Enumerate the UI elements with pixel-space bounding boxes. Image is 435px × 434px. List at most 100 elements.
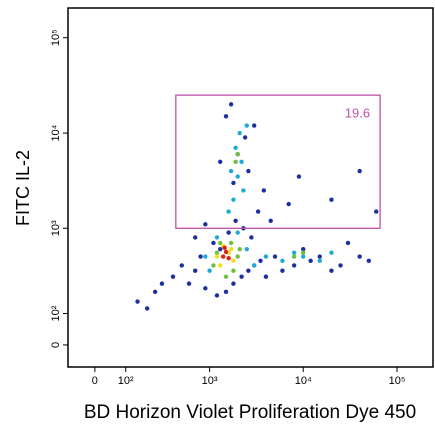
event-dot (235, 152, 240, 157)
event-dot (357, 168, 362, 174)
event-dot (203, 286, 208, 291)
event-dot (218, 240, 223, 246)
event-dot (214, 250, 220, 255)
y-tick-label: 10⁴ (50, 124, 62, 141)
event-dot (237, 130, 242, 136)
event-dot (231, 268, 236, 273)
event-dot (198, 254, 203, 259)
x-tick-label: 10³ (202, 375, 218, 387)
event-dot (231, 180, 236, 186)
event-dot (235, 174, 240, 179)
event-dot (249, 235, 254, 240)
event-dot (135, 299, 140, 304)
gate (175, 94, 381, 229)
event-dot (246, 168, 251, 174)
event-dot (179, 263, 184, 268)
event-dot (329, 250, 334, 255)
event-dot (242, 135, 248, 140)
event-dot (223, 274, 229, 279)
event-dot (252, 263, 257, 268)
event-dot (280, 268, 285, 273)
event-dot (301, 254, 306, 259)
event-dot (221, 254, 226, 259)
event-dot (231, 281, 236, 286)
y-tick-label: 10⁵ (50, 29, 62, 46)
event-dot (226, 209, 231, 214)
event-dot (272, 254, 278, 259)
event-dot (214, 293, 220, 298)
event-dot (301, 250, 306, 255)
event-dot (329, 197, 334, 202)
event-dot (228, 168, 234, 174)
event-dot (345, 240, 351, 246)
x-tick-label: 0 (92, 375, 98, 387)
event-dot (280, 258, 285, 263)
y-axis-label: FITC IL-2 (13, 150, 33, 226)
event-dot (144, 306, 150, 311)
event-dot (159, 281, 165, 286)
event-dot (244, 246, 249, 252)
event-dot (235, 230, 240, 235)
event-dot (186, 281, 192, 286)
event-dot (258, 258, 263, 263)
event-dot (211, 263, 216, 268)
event-dot (239, 274, 244, 279)
event-dot (211, 240, 216, 246)
y-tick-label: 10³ (50, 220, 62, 236)
event-dot (255, 209, 261, 214)
event-dot (203, 222, 208, 227)
event-dot (329, 268, 334, 273)
event-dot (218, 263, 223, 268)
y-tick-label: 10² (50, 305, 62, 321)
event-dot (317, 254, 322, 259)
event-dot (357, 254, 362, 259)
event-dot (203, 254, 208, 259)
event-dot (228, 102, 234, 107)
event-dot (214, 235, 220, 240)
event-dot (241, 188, 246, 193)
event-dot (296, 174, 302, 179)
event-dot (263, 274, 269, 279)
x-tick-label: 10⁵ (389, 375, 406, 387)
event-dot (223, 289, 229, 294)
event-dot (235, 254, 240, 259)
event-dot (170, 274, 176, 279)
event-dot (246, 268, 251, 273)
event-dot (223, 249, 229, 255)
event-dot (233, 159, 238, 164)
event-dot (291, 250, 297, 255)
y-tick-label: 0 (50, 342, 62, 348)
event-dot (226, 230, 231, 235)
event-dot (291, 254, 297, 259)
event-dot (226, 255, 231, 261)
event-dot (233, 145, 238, 151)
event-dot (252, 123, 257, 128)
event-dot (301, 246, 306, 252)
event-dot (231, 197, 236, 202)
event-dot (239, 159, 244, 164)
event-dot (237, 246, 242, 252)
event-dot (233, 218, 238, 223)
event-dot (374, 209, 379, 214)
event-dot (222, 245, 227, 251)
event-dot (268, 218, 273, 223)
event-dot (207, 268, 212, 273)
x-axis-label: BD Horizon Violet Proliferation Dye 450 (84, 402, 416, 423)
x-tick-label: 10² (118, 375, 134, 387)
event-dot (223, 114, 229, 119)
event-dot (263, 254, 269, 259)
event-dot (193, 235, 198, 240)
x-tick-label: 10⁴ (295, 375, 312, 387)
event-dot (228, 240, 234, 246)
event-dot (244, 123, 249, 128)
event-dot (152, 289, 158, 294)
event-dot (338, 263, 343, 268)
event-dot (291, 263, 297, 268)
event-dot (286, 201, 291, 207)
gate-percentage: 19.6 (345, 106, 370, 121)
event-dot (218, 159, 223, 164)
event-dot (218, 246, 223, 252)
event-dot (366, 258, 371, 263)
